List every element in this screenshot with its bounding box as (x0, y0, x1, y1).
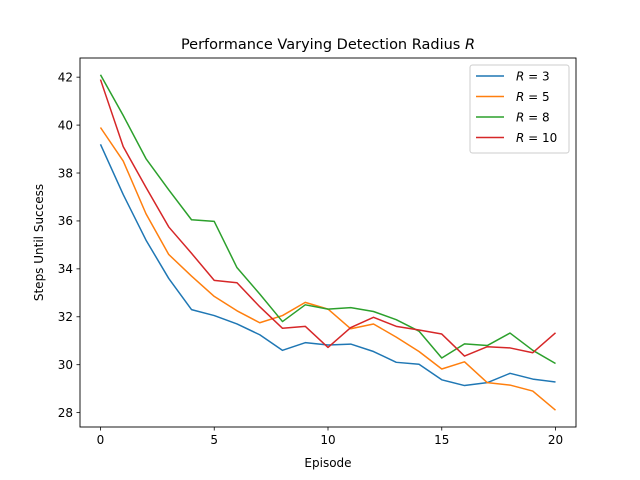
plot-area-frame (79, 57, 577, 428)
series-line-3 (99, 79, 557, 357)
y-tick-label: 40 (58, 118, 73, 132)
legend-entry-0: R = 3 (516, 69, 550, 83)
x-axis-ticks: 0 5 10 15 20 (97, 427, 563, 447)
y-tick-label: 36 (58, 214, 73, 228)
y-tick-label: 38 (58, 166, 73, 180)
legend-box (469, 64, 570, 154)
x-axis-label: Episode (304, 456, 351, 470)
y-tick-label: 30 (58, 358, 73, 372)
series-line-0 (99, 143, 556, 387)
y-tick-label: 32 (58, 310, 73, 324)
x-tick-label: 20 (548, 433, 563, 447)
series-lines (99, 74, 557, 411)
x-tick-label: 5 (210, 433, 218, 447)
x-tick-label: 0 (97, 433, 105, 447)
legend: R = 3 R = 5 R = 8 R = 10 (469, 64, 570, 154)
legend-entry-3: R = 10 (516, 131, 557, 145)
x-tick-label: 10 (320, 433, 335, 447)
y-axis-ticks: 28 30 32 34 36 38 40 42 (58, 70, 80, 420)
y-axis-label: Steps Until Success (32, 184, 46, 301)
x-tick-label: 15 (434, 433, 449, 447)
legend-entry-1: R = 5 (516, 90, 550, 104)
legend-entry-2: R = 8 (516, 110, 550, 124)
chart-title: Performance Varying Detection Radius R (181, 37, 475, 53)
y-tick-label: 42 (58, 70, 73, 84)
series-line-2 (99, 74, 556, 365)
y-tick-label: 28 (58, 406, 73, 420)
y-tick-label: 34 (58, 262, 73, 276)
